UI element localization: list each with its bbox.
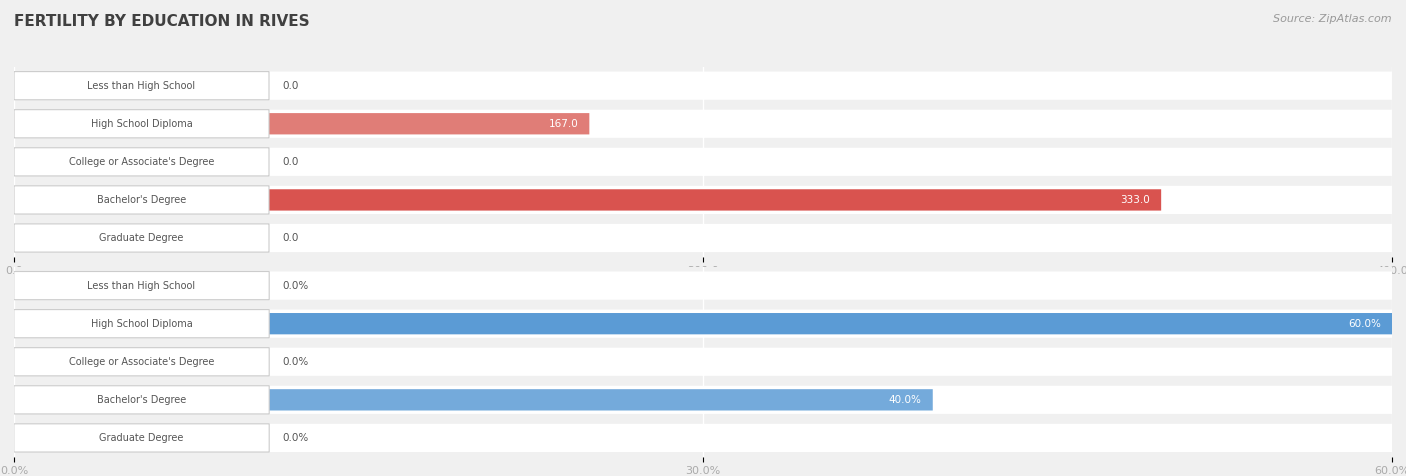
FancyBboxPatch shape (14, 386, 269, 414)
FancyBboxPatch shape (14, 271, 1392, 300)
Text: College or Associate's Degree: College or Associate's Degree (69, 357, 214, 367)
FancyBboxPatch shape (14, 186, 269, 214)
Text: Graduate Degree: Graduate Degree (100, 233, 184, 243)
FancyBboxPatch shape (14, 347, 1392, 376)
Text: Bachelor's Degree: Bachelor's Degree (97, 395, 186, 405)
Text: 0.0: 0.0 (283, 233, 299, 243)
FancyBboxPatch shape (14, 224, 1392, 252)
FancyBboxPatch shape (14, 113, 589, 134)
FancyBboxPatch shape (14, 424, 1392, 452)
FancyBboxPatch shape (14, 109, 1392, 138)
Text: 0.0%: 0.0% (283, 433, 309, 443)
FancyBboxPatch shape (14, 309, 269, 338)
Text: High School Diploma: High School Diploma (90, 318, 193, 329)
FancyBboxPatch shape (14, 313, 1392, 334)
FancyBboxPatch shape (14, 347, 269, 376)
Text: 0.0: 0.0 (283, 80, 299, 91)
FancyBboxPatch shape (14, 71, 1392, 100)
Text: 0.0%: 0.0% (283, 280, 309, 291)
FancyBboxPatch shape (14, 424, 269, 452)
FancyBboxPatch shape (14, 386, 1392, 414)
FancyBboxPatch shape (14, 148, 269, 176)
Text: 167.0: 167.0 (548, 119, 578, 129)
Text: College or Associate's Degree: College or Associate's Degree (69, 157, 214, 167)
Text: 60.0%: 60.0% (1348, 318, 1381, 329)
Text: 333.0: 333.0 (1121, 195, 1150, 205)
Text: Source: ZipAtlas.com: Source: ZipAtlas.com (1274, 14, 1392, 24)
Text: 0.0: 0.0 (283, 157, 299, 167)
FancyBboxPatch shape (14, 186, 1392, 214)
Text: Graduate Degree: Graduate Degree (100, 433, 184, 443)
Text: 40.0%: 40.0% (889, 395, 921, 405)
FancyBboxPatch shape (14, 271, 269, 300)
FancyBboxPatch shape (14, 71, 269, 100)
FancyBboxPatch shape (14, 389, 932, 410)
FancyBboxPatch shape (14, 148, 1392, 176)
FancyBboxPatch shape (14, 309, 1392, 338)
FancyBboxPatch shape (14, 109, 269, 138)
Text: FERTILITY BY EDUCATION IN RIVES: FERTILITY BY EDUCATION IN RIVES (14, 14, 309, 30)
Text: Bachelor's Degree: Bachelor's Degree (97, 195, 186, 205)
Text: Less than High School: Less than High School (87, 280, 195, 291)
Text: Less than High School: Less than High School (87, 80, 195, 91)
Text: 0.0%: 0.0% (283, 357, 309, 367)
FancyBboxPatch shape (14, 224, 269, 252)
FancyBboxPatch shape (14, 189, 1161, 210)
Text: High School Diploma: High School Diploma (90, 119, 193, 129)
